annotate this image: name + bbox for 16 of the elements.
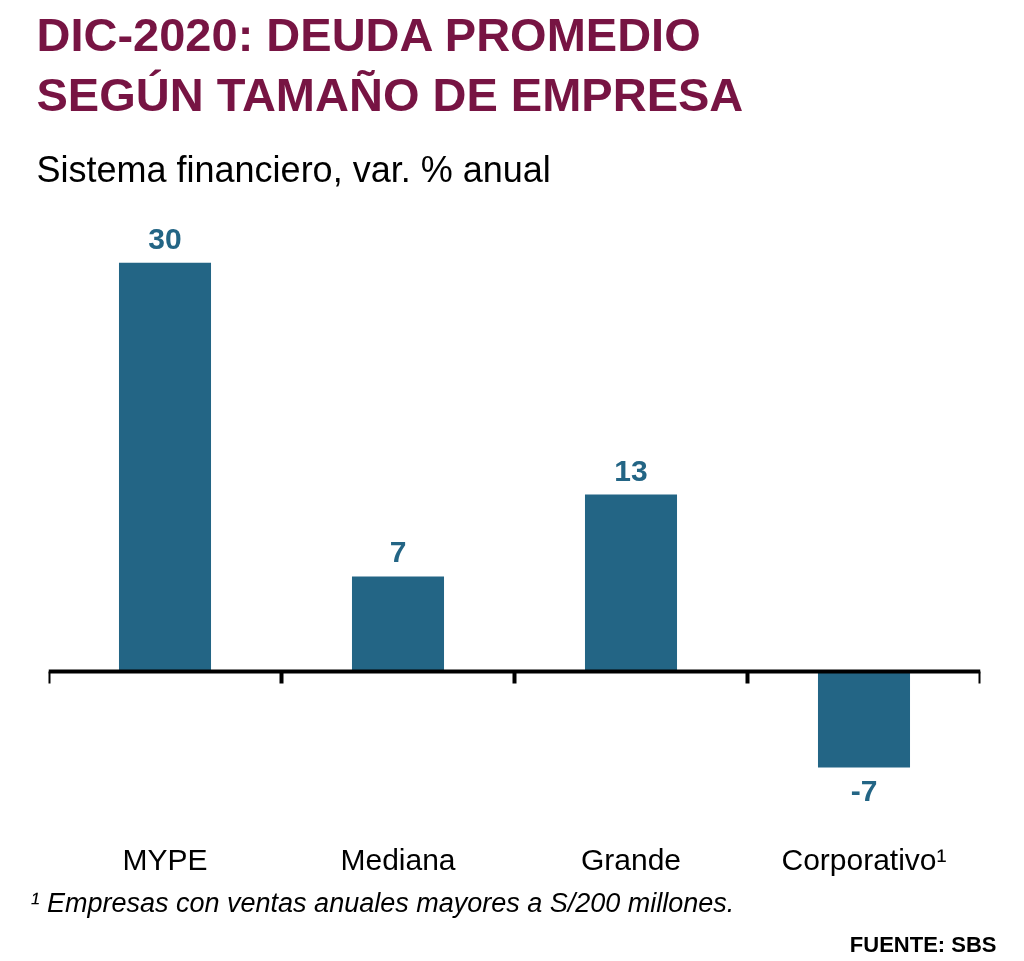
- x-tick-label: Corporativo¹: [781, 842, 947, 876]
- bar: [817, 671, 911, 768]
- bar: [351, 576, 445, 672]
- data-label: 7: [389, 535, 407, 569]
- chart-subtitle: Sistema financiero, var. % anual: [36, 148, 551, 190]
- x-tick-label: MYPE: [122, 842, 208, 876]
- bar: [584, 494, 678, 672]
- x-tick-label: Mediana: [340, 842, 456, 876]
- text: ¹ Empresas con ventas anuales mayores a S/200 millones.: [30, 887, 735, 918]
- data-label: 13: [614, 453, 648, 487]
- source-note: FUENTE: SBS: [849, 931, 997, 957]
- bar: [118, 262, 212, 672]
- x-tick-label: Grande: [580, 842, 682, 876]
- data-label: 30: [148, 221, 182, 255]
- data-label: -7: [850, 774, 878, 808]
- chart-title: DIC-2020: DEUDA PROMEDIO SEGÚN TAMAÑO DE EMPRESA: [36, 7, 744, 122]
